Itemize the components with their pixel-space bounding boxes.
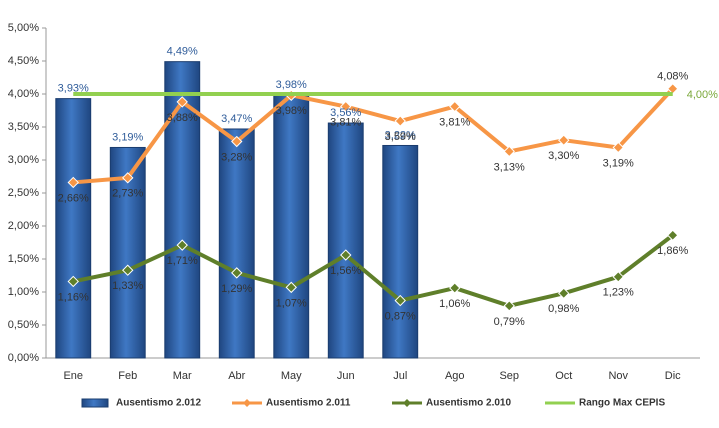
x-tick-label: Jun xyxy=(337,370,355,382)
bar xyxy=(218,128,255,359)
legend-label: Rango Max CEPIS xyxy=(579,398,665,409)
data-label: 0,98% xyxy=(548,303,579,315)
line-marker xyxy=(394,294,406,307)
data-label: 3,13% xyxy=(494,161,525,173)
x-tick-label: Abr xyxy=(228,370,245,382)
line-marker xyxy=(122,264,134,276)
data-label: 1,56% xyxy=(330,265,361,277)
data-label: 3,19% xyxy=(603,157,634,169)
data-label: 3,98% xyxy=(276,79,307,91)
data-label: 4,08% xyxy=(657,71,688,83)
line-marker xyxy=(176,96,188,108)
legend-marker xyxy=(403,399,411,407)
line-marker xyxy=(67,176,79,189)
data-label: 1,16% xyxy=(58,291,89,303)
y-tick-label: 1,50% xyxy=(8,253,39,265)
data-label: 3,88% xyxy=(167,112,198,124)
data-label: 0,87% xyxy=(385,310,416,322)
x-tick-label: Oct xyxy=(555,370,572,382)
data-label: 3,56% xyxy=(330,107,361,119)
data-label: 1,71% xyxy=(167,255,198,267)
data-label: 3,81% xyxy=(330,116,361,128)
data-label: 2,66% xyxy=(58,192,89,204)
legend-swatch xyxy=(81,398,109,408)
line-marker xyxy=(558,134,570,146)
line-marker xyxy=(122,172,134,184)
y-tick-label: 5,00% xyxy=(8,22,39,34)
data-label: 3,22% xyxy=(385,129,416,141)
data-label: 3,98% xyxy=(276,105,307,117)
data-label: 1,23% xyxy=(603,287,634,299)
bar xyxy=(273,94,310,359)
x-tick-label: Nov xyxy=(608,370,628,382)
line-marker xyxy=(340,100,352,113)
bar xyxy=(55,98,92,359)
line-marker xyxy=(503,300,515,312)
bar xyxy=(327,122,364,359)
line-marker xyxy=(394,115,406,127)
x-tick-label: Jul xyxy=(393,370,407,382)
data-label: 4,00% xyxy=(687,89,718,101)
y-tick-label: 4,50% xyxy=(8,55,39,67)
data-label: 3,59% xyxy=(385,131,416,143)
y-tick-label: 1,00% xyxy=(8,286,39,298)
x-tick-label: Mar xyxy=(173,370,192,382)
data-label: 2,73% xyxy=(112,188,143,200)
x-tick-label: Dic xyxy=(665,370,681,382)
x-tick-label: May xyxy=(281,370,302,382)
line xyxy=(72,233,674,308)
line-marker xyxy=(503,145,515,158)
data-label: 3,19% xyxy=(112,131,143,143)
data-label: 1,06% xyxy=(439,298,470,310)
line-marker xyxy=(558,287,570,300)
x-tick-label: Ene xyxy=(63,370,83,382)
y-tick-label: 2,50% xyxy=(8,187,39,199)
data-label: 1,29% xyxy=(221,283,252,295)
legend-label: Ausentismo 2.010 xyxy=(426,398,511,409)
x-tick-label: Ago xyxy=(445,370,465,382)
legend-marker xyxy=(243,399,251,407)
line-marker xyxy=(67,275,79,288)
line-marker xyxy=(231,135,243,148)
y-tick-label: 2,00% xyxy=(8,220,39,232)
y-tick-label: 0,00% xyxy=(8,352,39,364)
data-label: 3,81% xyxy=(439,116,470,128)
x-tick-label: Feb xyxy=(118,370,137,382)
y-tick-label: 0,50% xyxy=(8,319,39,331)
data-label: 1,86% xyxy=(657,245,688,257)
line-marker xyxy=(340,249,352,261)
data-label: 0,79% xyxy=(494,316,525,328)
line-marker xyxy=(231,267,243,279)
line-marker xyxy=(612,141,624,154)
line-marker xyxy=(176,239,188,251)
legend-label: Ausentismo 2.011 xyxy=(266,398,351,409)
y-tick-label: 3,50% xyxy=(8,121,39,133)
data-label: 3,93% xyxy=(58,83,89,95)
line-marker xyxy=(667,229,679,241)
line xyxy=(73,87,675,185)
line-marker xyxy=(285,281,297,294)
data-label: 3,30% xyxy=(548,150,579,162)
data-label: 1,07% xyxy=(276,297,307,309)
y-tick-label: 3,00% xyxy=(8,154,39,166)
legend-label: Ausentismo 2.012 xyxy=(116,398,201,409)
x-tick-label: Sep xyxy=(499,370,519,382)
bar xyxy=(382,144,419,359)
bar xyxy=(109,146,146,359)
y-tick-label: 4,00% xyxy=(8,88,39,100)
line-marker xyxy=(449,100,461,113)
line-marker xyxy=(612,271,624,283)
data-label: 4,49% xyxy=(167,46,198,58)
data-label: 3,47% xyxy=(221,113,252,125)
line-marker xyxy=(449,282,461,294)
data-label: 3,28% xyxy=(221,151,252,163)
data-label: 1,33% xyxy=(112,280,143,292)
